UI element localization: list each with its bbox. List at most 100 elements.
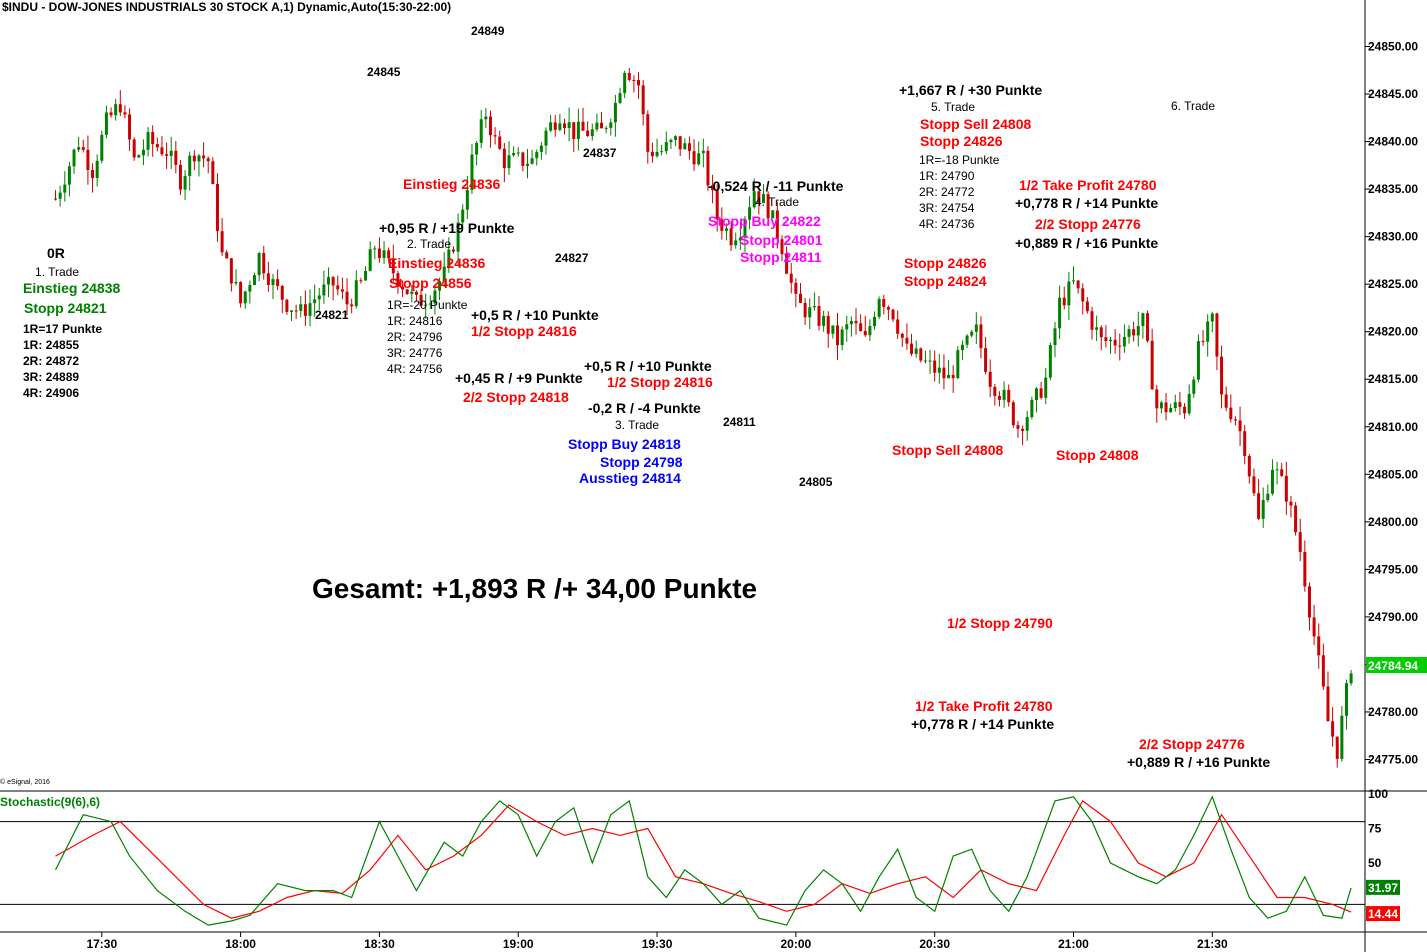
- candle-body: [178, 164, 182, 190]
- time-tick-label: 20:30: [919, 937, 950, 951]
- candle-body: [1113, 339, 1117, 346]
- candle-body: [1141, 313, 1145, 326]
- price-tick-label: 24815.00: [1368, 372, 1418, 386]
- candle-body: [766, 194, 770, 219]
- candle-body: [868, 326, 872, 336]
- candle-body: [775, 210, 779, 240]
- stoch-k-line: [54, 795, 1352, 926]
- candle-body: [387, 250, 391, 259]
- candle-body: [595, 122, 599, 130]
- candle-body: [67, 166, 71, 185]
- candle-body: [724, 228, 728, 231]
- candle-body: [146, 132, 150, 150]
- time-tick-label: 21:30: [1197, 937, 1228, 951]
- time-tick-label: 17:30: [86, 937, 117, 951]
- candle-body: [951, 374, 955, 379]
- candle-body: [752, 191, 756, 208]
- candle-body: [873, 316, 877, 327]
- candle-body: [1002, 389, 1006, 400]
- candle-body: [923, 360, 927, 362]
- candle-body: [687, 143, 691, 152]
- candle-body: [697, 153, 701, 165]
- candle-body: [1081, 288, 1085, 302]
- stoch-d-marker: [1366, 906, 1400, 922]
- candle-body: [1104, 337, 1108, 342]
- price-tick-label: 24780.00: [1368, 705, 1418, 719]
- candle-body: [1122, 336, 1126, 347]
- trade2-half-result: +0,5 R / +10 Punkte: [471, 307, 599, 323]
- candle-body: [743, 219, 747, 238]
- candle-body: [336, 285, 340, 290]
- candle-body: [428, 303, 432, 305]
- candle-body: [350, 304, 354, 307]
- candle-body: [354, 280, 358, 307]
- price-tick-label: 24840.00: [1368, 135, 1418, 149]
- candle-body: [882, 299, 886, 307]
- candle-body: [373, 248, 377, 250]
- stochastic-title: Stochastic(9(6),6): [0, 795, 101, 809]
- trade6-stop: 2/2 Stopp 24776: [1035, 216, 1141, 232]
- candle-body: [266, 273, 270, 285]
- candle-body: [438, 281, 442, 291]
- candle-body: [711, 185, 715, 191]
- candle-body: [188, 155, 192, 177]
- candle-body: [1215, 313, 1219, 357]
- candle-body: [1294, 505, 1298, 533]
- trade5-target: 2R: 24772: [919, 185, 975, 199]
- candle-body: [1289, 501, 1293, 506]
- candle-body: [63, 184, 67, 193]
- candle-body: [678, 136, 682, 150]
- candle-body: [248, 285, 252, 292]
- candle-body: [1169, 408, 1173, 413]
- candle-body: [118, 104, 122, 113]
- candle-body: [845, 324, 849, 330]
- candle-body: [197, 155, 201, 162]
- trade1-target: 4R: 24906: [23, 386, 80, 400]
- candle-body: [141, 149, 145, 156]
- candle-body: [1206, 321, 1210, 342]
- stoch-tick-label: 75: [1368, 822, 1382, 836]
- candle-body: [1146, 313, 1150, 341]
- pivot-label: 24845: [367, 65, 401, 79]
- candle-body: [1090, 311, 1094, 330]
- candle-body: [1243, 431, 1247, 457]
- candle-body: [104, 112, 108, 135]
- candle-body: [1178, 402, 1182, 407]
- trade2-half-stop: 1/2 Stopp 24816: [471, 323, 577, 339]
- candle-body: [581, 121, 585, 131]
- candle-body: [933, 360, 937, 373]
- candle-body: [1007, 389, 1011, 403]
- copyright-label: © eSignal, 2016: [0, 779, 50, 786]
- candle-body: [1233, 419, 1237, 421]
- trade5-result: +1,667 R / +30 Punkte: [899, 82, 1043, 98]
- candle-body: [215, 183, 219, 232]
- candle-body: [345, 291, 349, 305]
- candle-body: [521, 152, 525, 166]
- candle-body: [1270, 469, 1274, 494]
- candle-body: [1044, 377, 1048, 398]
- candle-body: [451, 249, 455, 252]
- price-tick-label: 24790.00: [1368, 610, 1418, 624]
- candle-body: [563, 123, 567, 129]
- candle-body: [817, 306, 821, 326]
- candle-body: [669, 139, 673, 143]
- trade6-take-profit: 1/2 Take Profit 24780: [1019, 177, 1157, 193]
- pivot-label: 24805: [799, 475, 833, 489]
- stochastic-panel: 100 75 50 31.97 14.44: [0, 787, 1400, 926]
- candle-body: [229, 258, 233, 284]
- candle-body: [627, 72, 631, 80]
- candle-body: [738, 237, 742, 241]
- price-axis: 24850.00 24845.00 24840.00 24835.00 24830.00…: [1365, 40, 1427, 766]
- candle-body: [206, 158, 210, 162]
- candle-body: [1127, 329, 1131, 337]
- candle-body: [155, 144, 159, 148]
- time-tick-label: 18:30: [364, 937, 395, 951]
- trade5-target: 4R: 24736: [919, 217, 975, 231]
- trade4-result: -0,524 R / -11 Punkte: [708, 178, 844, 194]
- candle-body: [1247, 456, 1251, 477]
- candle-body: [535, 151, 539, 159]
- candle-body: [516, 152, 520, 154]
- candle-body: [836, 325, 840, 346]
- trade1-r: 0R: [47, 245, 65, 261]
- candle-body: [1025, 417, 1029, 431]
